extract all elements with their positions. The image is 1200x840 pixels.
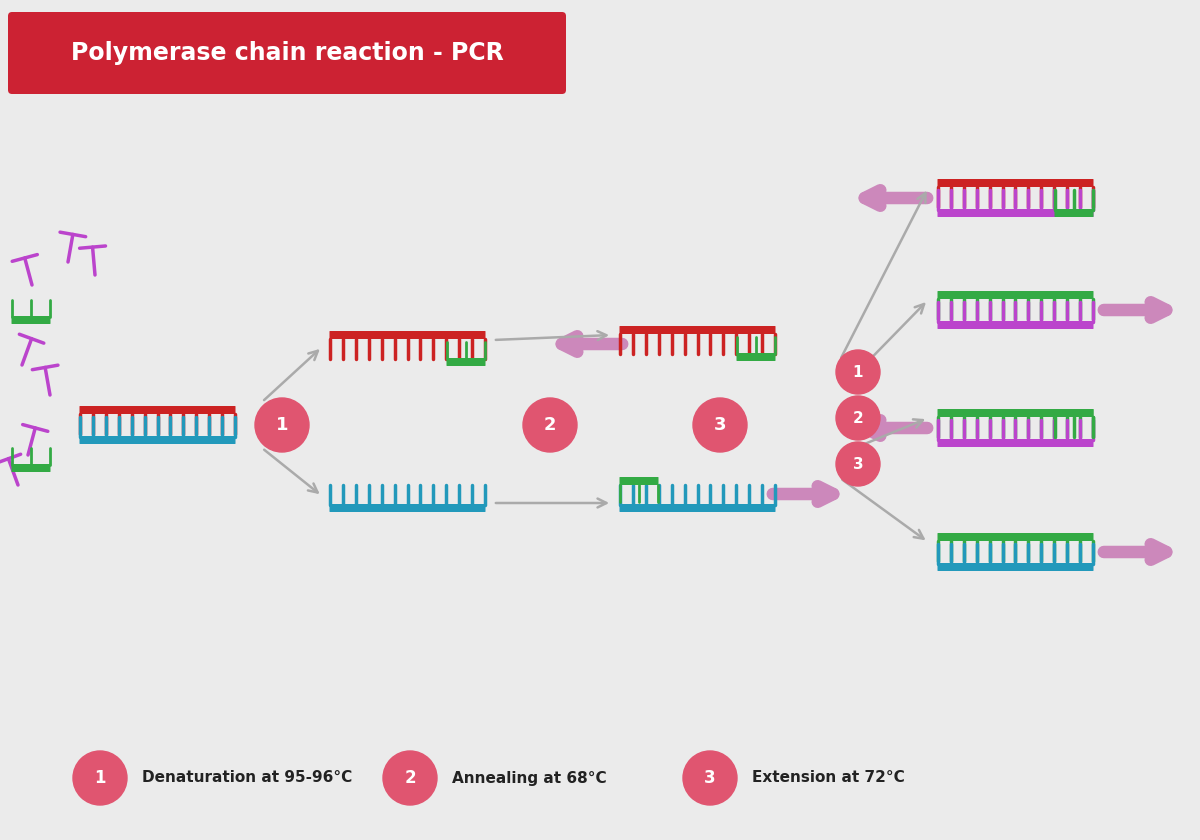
Circle shape	[683, 751, 737, 805]
Text: 2: 2	[404, 769, 416, 787]
FancyBboxPatch shape	[79, 406, 235, 414]
FancyBboxPatch shape	[330, 504, 486, 512]
Circle shape	[836, 350, 880, 394]
Circle shape	[836, 442, 880, 486]
Text: 2: 2	[853, 411, 863, 426]
Text: 1: 1	[853, 365, 863, 380]
Text: 3: 3	[704, 769, 716, 787]
Text: Denaturation at 95-96°C: Denaturation at 95-96°C	[142, 770, 353, 785]
Text: 1: 1	[276, 416, 288, 434]
Circle shape	[523, 398, 577, 452]
FancyBboxPatch shape	[937, 321, 1093, 329]
FancyBboxPatch shape	[737, 353, 775, 361]
Text: Extension at 72°C: Extension at 72°C	[752, 770, 905, 785]
FancyBboxPatch shape	[1055, 409, 1093, 417]
Circle shape	[692, 398, 746, 452]
Circle shape	[256, 398, 310, 452]
FancyBboxPatch shape	[446, 358, 486, 366]
FancyBboxPatch shape	[330, 331, 486, 339]
Text: 3: 3	[714, 416, 726, 434]
FancyBboxPatch shape	[619, 504, 775, 512]
Text: 2: 2	[544, 416, 557, 434]
FancyBboxPatch shape	[79, 436, 235, 444]
Circle shape	[836, 396, 880, 440]
FancyBboxPatch shape	[619, 477, 659, 485]
Text: Polymerase chain reaction - PCR: Polymerase chain reaction - PCR	[71, 41, 503, 65]
FancyBboxPatch shape	[937, 533, 1093, 541]
Text: 3: 3	[853, 456, 863, 471]
Circle shape	[383, 751, 437, 805]
FancyBboxPatch shape	[12, 464, 50, 472]
FancyBboxPatch shape	[937, 563, 1093, 571]
FancyBboxPatch shape	[937, 209, 1093, 217]
FancyBboxPatch shape	[937, 439, 1093, 447]
Text: 1: 1	[95, 769, 106, 787]
FancyBboxPatch shape	[937, 409, 1093, 417]
FancyBboxPatch shape	[1055, 209, 1093, 217]
Text: Annealing at 68°C: Annealing at 68°C	[452, 770, 607, 785]
FancyBboxPatch shape	[937, 291, 1093, 299]
FancyBboxPatch shape	[937, 179, 1093, 187]
FancyBboxPatch shape	[12, 316, 50, 324]
FancyBboxPatch shape	[619, 326, 775, 334]
Circle shape	[73, 751, 127, 805]
FancyBboxPatch shape	[8, 12, 566, 94]
